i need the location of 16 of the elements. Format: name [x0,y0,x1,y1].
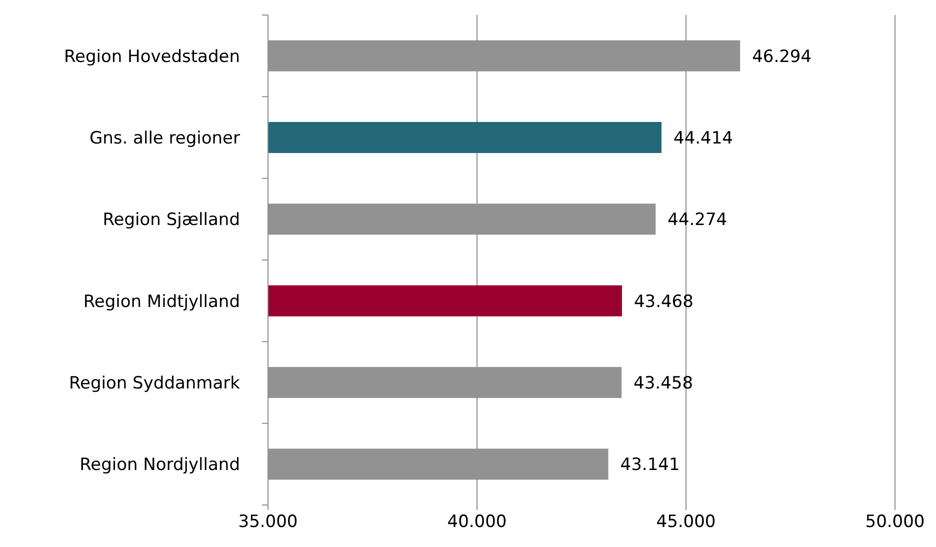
data-label: 43.468 [634,292,694,312]
x-tick-label: 35.000 [238,512,298,532]
data-label: 43.458 [634,373,694,394]
data-label: 46.294 [752,46,812,67]
data-label: 44.274 [668,210,728,230]
y-tick-label: Gns. alle regioner [89,128,240,148]
data-label: 44.414 [674,128,733,148]
y-tick-label: Region Midtjylland [83,292,240,312]
y-tick-label: Region Hovedstaden [64,46,240,67]
y-tick-label: Region Nordjylland [80,455,240,476]
y-tick-label: Region Syddanmark [68,373,240,394]
data-label: 43.141 [620,455,680,476]
x-tick-label: 45.000 [656,512,716,532]
x-tick-label: 40.000 [447,512,507,532]
y-tick-label: Region Sjælland [102,210,240,230]
x-tick-label: 50.000 [865,512,925,532]
